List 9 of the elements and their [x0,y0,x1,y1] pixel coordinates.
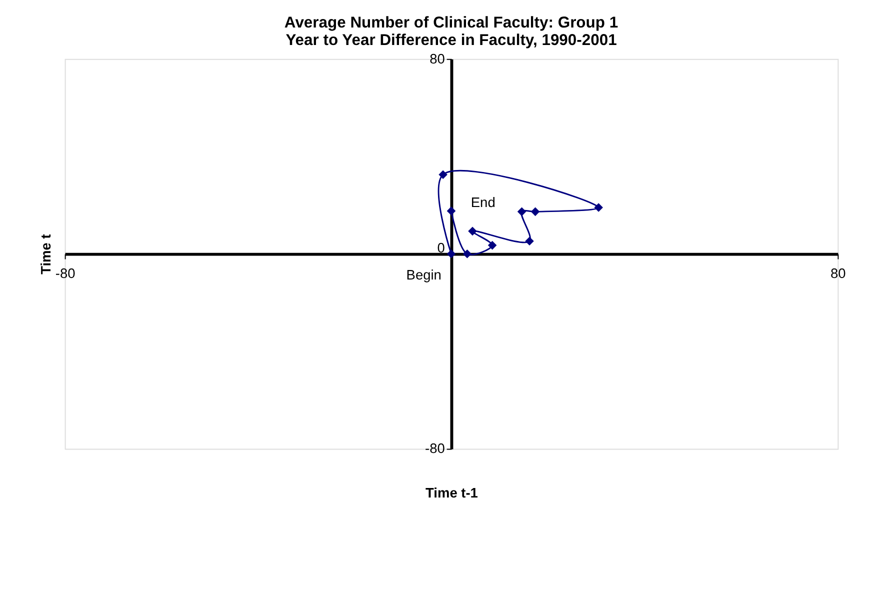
y-tick-label: 80 [430,51,446,66]
x-axis-title: Time t-1 [426,485,478,500]
annotation: Begin [406,267,442,282]
y-tick-label: 0 [437,240,446,256]
y-axis-title: Time t [38,234,54,274]
y-tick-label: -80 [425,441,446,456]
text: Average Number of Clinical Faculty: Group 1 [284,14,618,32]
annotation: End [470,195,496,210]
text: Year to Year Difference in Faculty, 1990-2001 [286,32,617,50]
